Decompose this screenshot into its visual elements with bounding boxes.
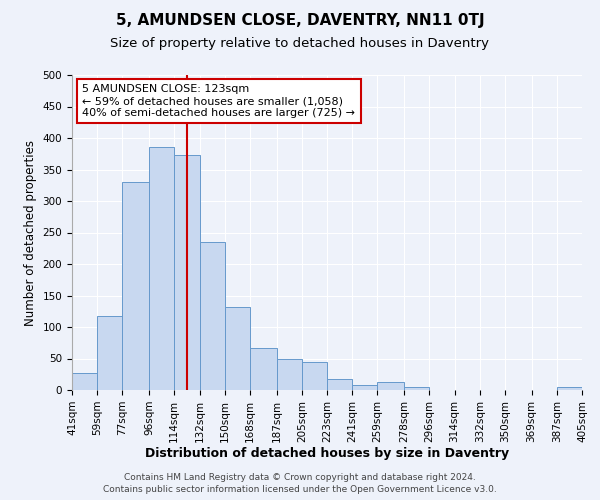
Bar (302, 362, 327, 390)
Bar (327, 378, 352, 390)
Bar (404, 387, 429, 390)
Bar (377, 382, 404, 390)
X-axis label: Distribution of detached houses by size in Daventry: Distribution of detached houses by size … (145, 448, 509, 460)
Y-axis label: Number of detached properties: Number of detached properties (24, 140, 37, 326)
Text: 5 AMUNDSEN CLOSE: 123sqm
← 59% of detached houses are smaller (1,058)
40% of sem: 5 AMUNDSEN CLOSE: 123sqm ← 59% of detach… (82, 84, 355, 117)
Bar (225, 307, 250, 390)
Text: Contains HM Land Registry data © Crown copyright and database right 2024.: Contains HM Land Registry data © Crown c… (124, 473, 476, 482)
Bar (174, 155, 200, 390)
Bar (250, 348, 277, 390)
Text: 5, AMUNDSEN CLOSE, DAVENTRY, NN11 0TJ: 5, AMUNDSEN CLOSE, DAVENTRY, NN11 0TJ (116, 12, 484, 28)
Bar (199, 242, 225, 390)
Bar (277, 358, 302, 390)
Bar (72, 373, 97, 390)
Text: Contains public sector information licensed under the Open Government Licence v3: Contains public sector information licen… (103, 486, 497, 494)
Bar (122, 182, 149, 390)
Bar (149, 148, 174, 390)
Bar (352, 385, 377, 390)
Bar (557, 387, 582, 390)
Bar (97, 316, 122, 390)
Text: Size of property relative to detached houses in Daventry: Size of property relative to detached ho… (110, 38, 490, 51)
